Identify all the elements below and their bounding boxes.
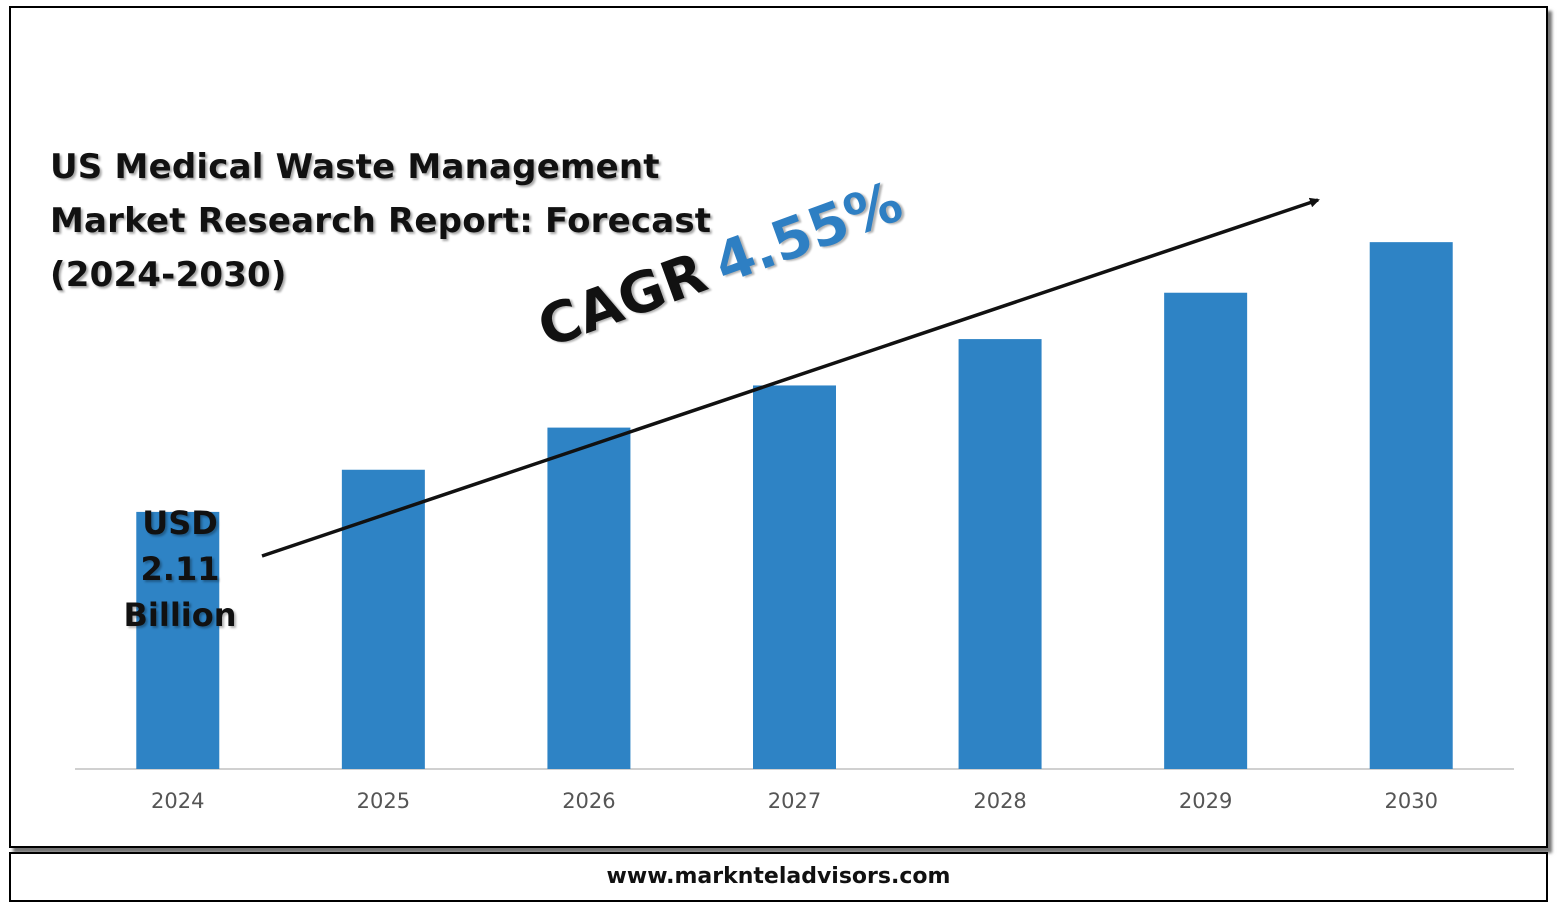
bar-2028 xyxy=(958,339,1042,769)
x-tick-label-2029: 2029 xyxy=(1179,789,1232,813)
start-label-unit: Billion xyxy=(123,596,237,634)
start-label-value: 2.11 xyxy=(140,550,220,588)
start-value-label: USD 2.11 Billion xyxy=(110,500,250,638)
x-tick-label-2027: 2027 xyxy=(768,789,821,813)
bar-2026 xyxy=(547,427,631,769)
x-tick-label-2024: 2024 xyxy=(151,789,204,813)
bar-2029 xyxy=(1164,292,1248,769)
bar-2025 xyxy=(341,469,425,769)
title-line-2: Market Research Report: Forecast xyxy=(50,201,712,241)
start-label-currency: USD xyxy=(142,504,218,542)
bar-2030 xyxy=(1369,242,1453,770)
bar-2024 xyxy=(136,511,220,769)
x-tick-label-2025: 2025 xyxy=(357,789,410,813)
trend-arrow xyxy=(261,197,1320,558)
title-line-3: (2024-2030) xyxy=(50,255,287,295)
x-tick-label-2026: 2026 xyxy=(562,789,615,813)
x-tick-label-2030: 2030 xyxy=(1384,789,1437,813)
x-tick-label-2028: 2028 xyxy=(973,789,1026,813)
bar-2027 xyxy=(753,385,836,769)
chart-title: US Medical Waste Management Market Resea… xyxy=(50,140,711,302)
website-link[interactable]: www.marknteladvisors.com xyxy=(606,864,951,889)
footer-bar: www.marknteladvisors.com xyxy=(9,852,1548,902)
title-line-1: US Medical Waste Management xyxy=(50,147,660,187)
